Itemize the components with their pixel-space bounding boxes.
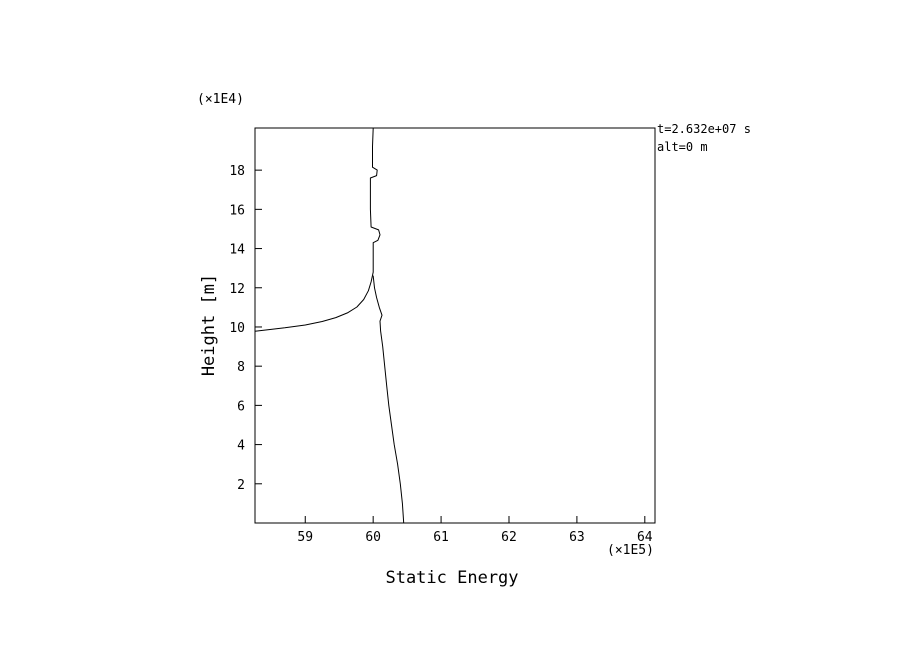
y-tick-label: 10 <box>229 321 245 336</box>
time-annotation: t=2.632e+07 s <box>657 122 751 136</box>
x-tick-label: 61 <box>433 530 449 545</box>
y-tick-label: 2 <box>237 478 245 493</box>
x-axis-title: Static Energy <box>385 568 519 588</box>
y-axis-scale-label: (×1E4) <box>197 92 244 107</box>
x-tick-label: 62 <box>501 530 517 545</box>
x-tick-label: 64 <box>637 530 653 545</box>
series-lower-branch <box>372 275 405 524</box>
y-tick-label: 16 <box>229 203 245 218</box>
altitude-annotation: alt=0 m <box>657 140 708 154</box>
x-tick-label: 59 <box>297 530 313 545</box>
x-tick-label: 60 <box>365 530 381 545</box>
x-axis-scale-label: (×1E5) <box>607 543 654 558</box>
y-tick-label: 14 <box>229 243 245 258</box>
y-tick-label: 6 <box>237 399 245 414</box>
y-tick-label: 4 <box>237 439 245 454</box>
y-tick-label: 8 <box>237 360 245 375</box>
y-tick-label: 12 <box>229 282 245 297</box>
y-tick-label: 18 <box>229 164 245 179</box>
plot-frame <box>254 127 656 524</box>
x-tick-label: 63 <box>569 530 585 545</box>
series-upper-branch <box>254 127 381 332</box>
